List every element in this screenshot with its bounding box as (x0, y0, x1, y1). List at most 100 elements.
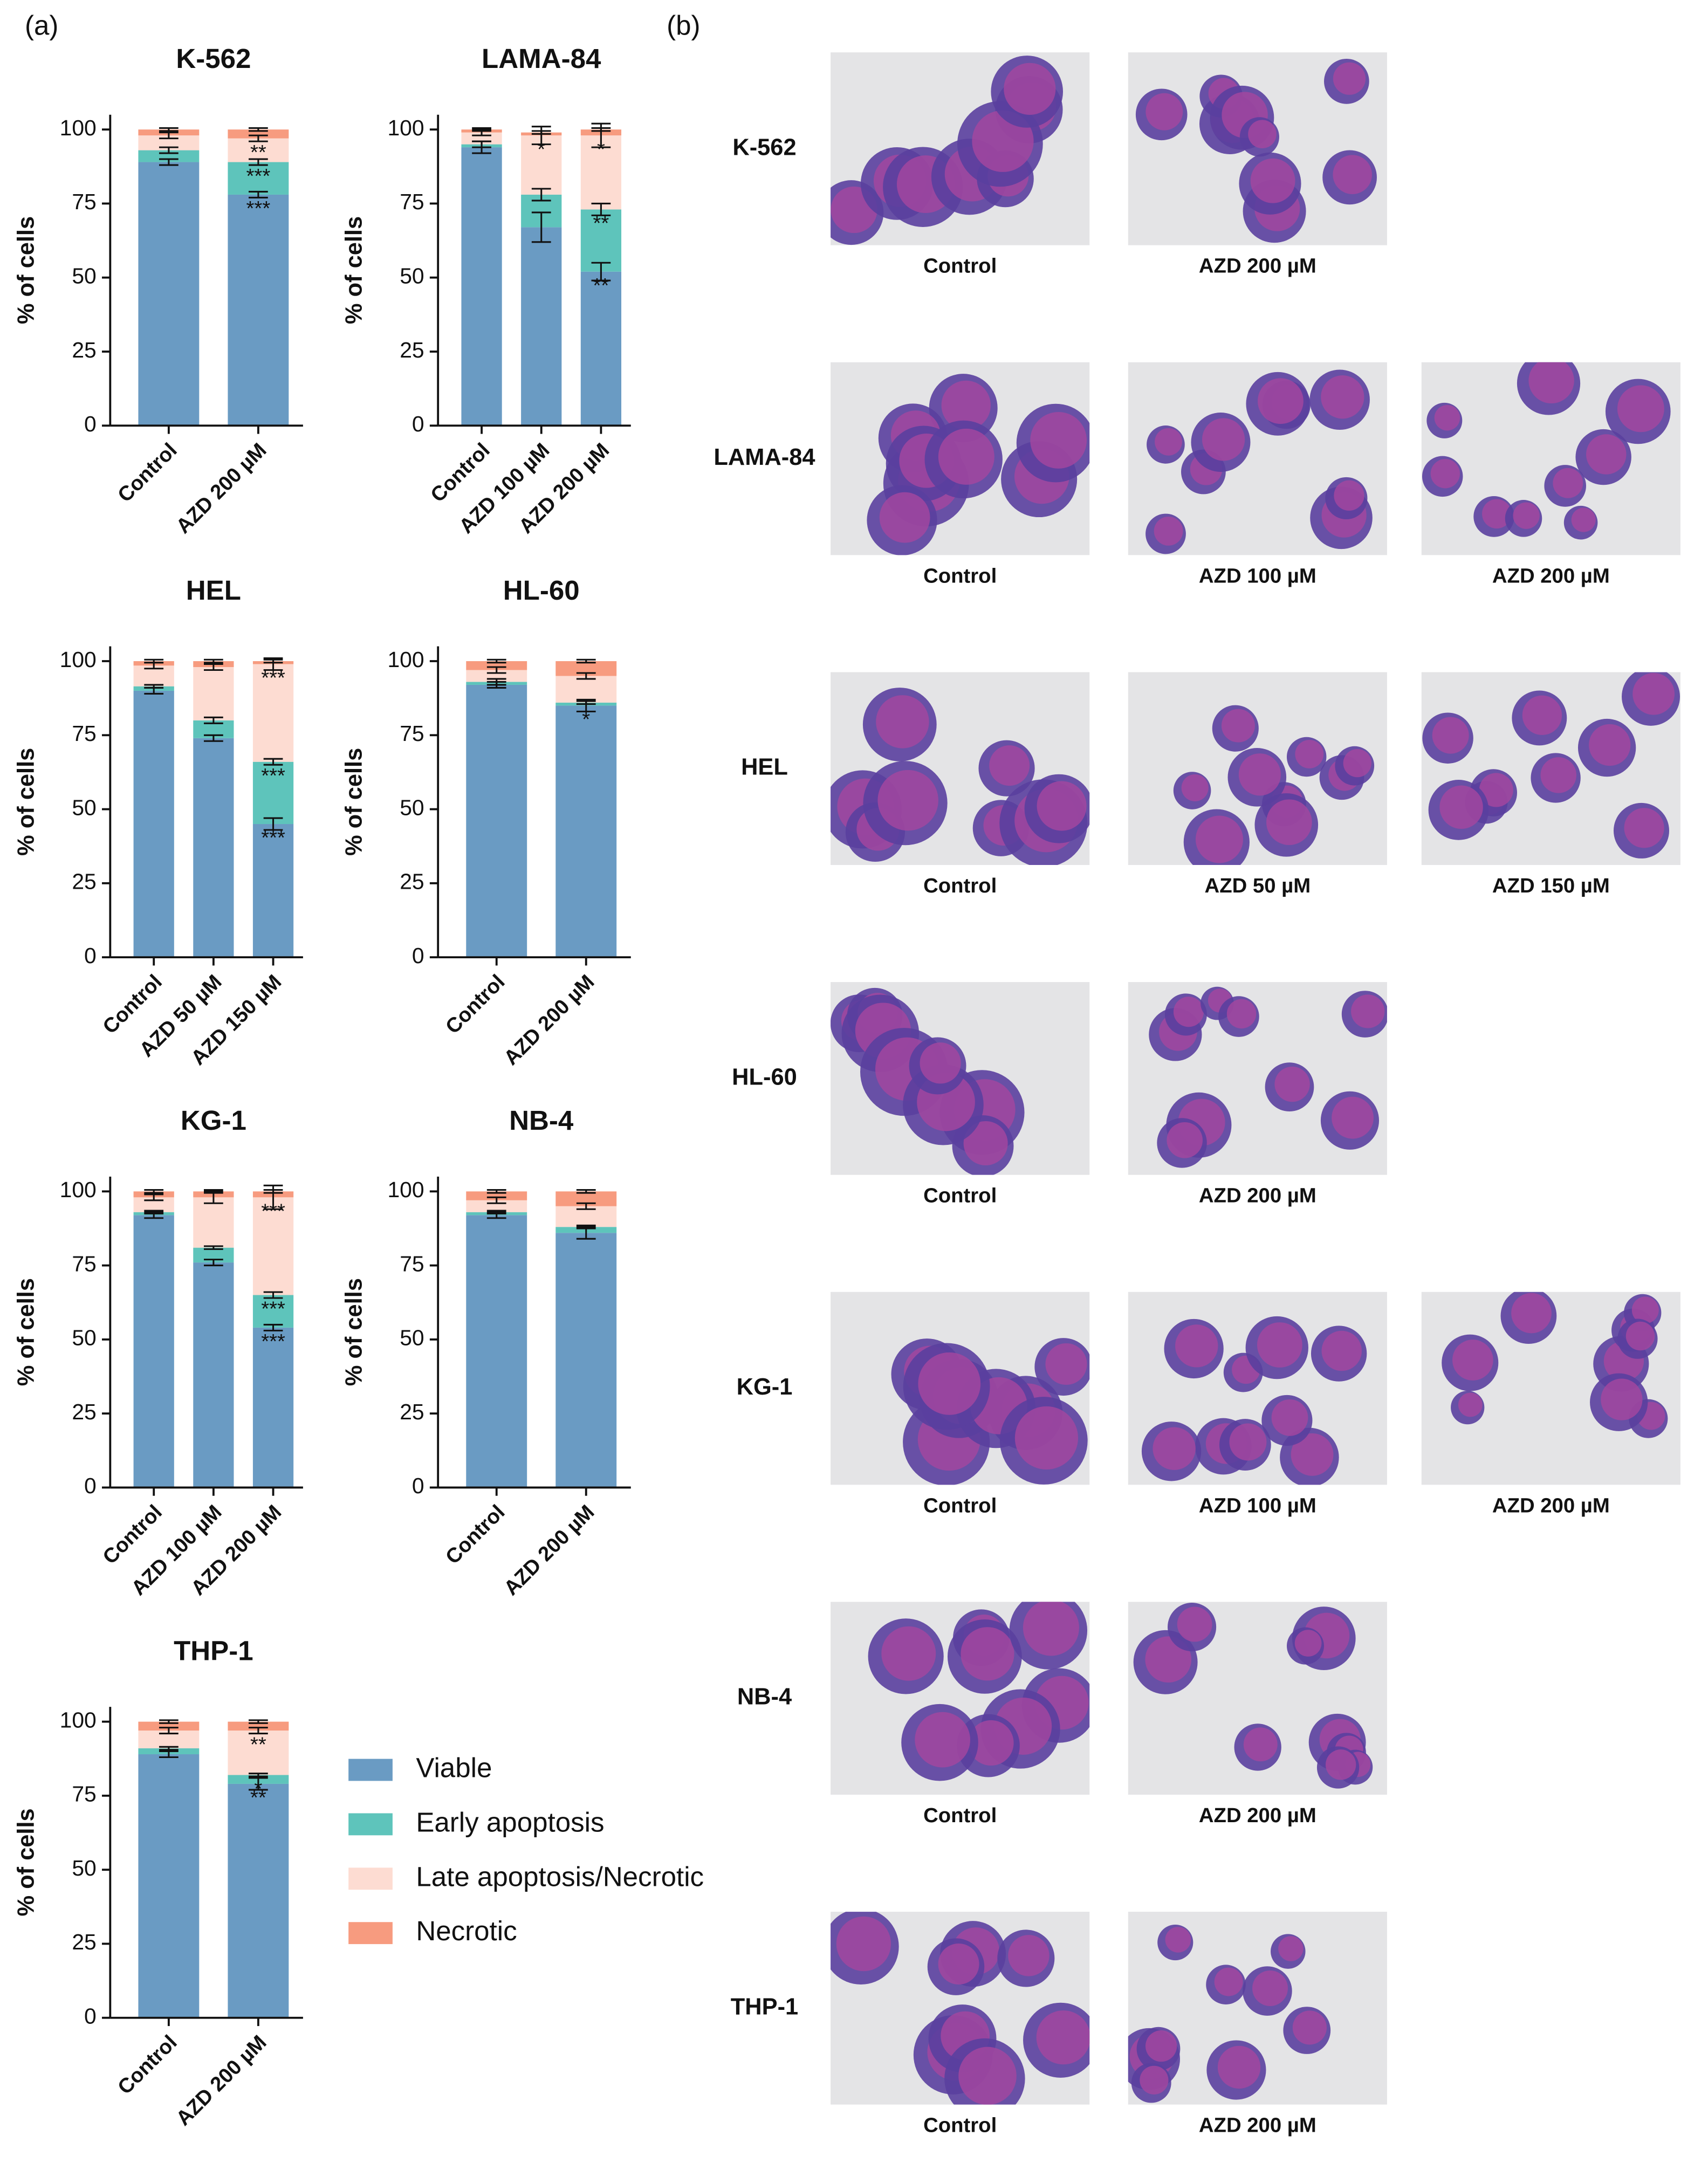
significance: ** (593, 274, 609, 297)
y-tick-label: 75 (72, 721, 96, 746)
condition-label: Control (923, 1184, 997, 1207)
cell-nucleus (1140, 2065, 1169, 2095)
condition-label: AZD 200 µM (1199, 1184, 1316, 1207)
error-bar (203, 658, 223, 664)
cell-nucleus (1195, 815, 1243, 863)
micrograph (831, 362, 1090, 555)
cell-nucleus (1540, 757, 1576, 793)
cell-nucleus (1036, 2010, 1090, 2065)
error-bar (159, 132, 179, 140)
significance: *** (261, 1200, 285, 1223)
condition-label: Control (923, 1494, 997, 1517)
cell-nucleus (1589, 724, 1631, 766)
cell-nucleus (938, 1943, 979, 1985)
cell-nucleus (1226, 999, 1257, 1029)
error-bar (249, 158, 268, 166)
cell-nucleus (1513, 502, 1540, 529)
y-axis-label: % of cells (13, 216, 39, 324)
bar-segment (466, 661, 527, 670)
cell-nucleus (1294, 1630, 1322, 1657)
error-bar (203, 1259, 223, 1267)
error-bar (576, 1202, 596, 1210)
cells (867, 374, 1090, 555)
bar-segment (228, 194, 289, 426)
condition-label: Control (923, 255, 997, 278)
significance: ** (250, 1733, 266, 1756)
cell-nucleus (1625, 1321, 1655, 1351)
micrograph (831, 52, 1090, 245)
y-tick-label: 0 (412, 943, 424, 968)
significance: *** (246, 197, 271, 220)
error-bar (144, 1189, 164, 1194)
x-tick-label: Control (113, 438, 182, 507)
y-tick-label: 50 (72, 795, 96, 820)
cell-nucleus (1023, 1602, 1079, 1656)
significance: ** (250, 1786, 266, 1809)
cells (1135, 59, 1377, 243)
bar-segment (466, 684, 527, 958)
error-bar (591, 262, 611, 281)
legend-swatch (348, 1867, 393, 1890)
error-bar (531, 126, 551, 146)
y-tick-label: 50 (72, 1326, 96, 1350)
cell-nucleus (876, 695, 929, 749)
y-axis-label: % of cells (341, 748, 367, 856)
cell-nucleus (1202, 418, 1245, 461)
error-bar (203, 663, 223, 671)
error-bar (159, 1719, 179, 1724)
cell-nucleus (1553, 468, 1583, 498)
cell-nucleus (1571, 507, 1596, 532)
chart-title: NB-4 (509, 1105, 574, 1136)
cell-nucleus (1292, 2010, 1327, 2045)
error-bar (531, 188, 551, 202)
y-tick-label: 50 (400, 1326, 424, 1350)
legend-swatch (348, 1759, 393, 1781)
cell-nucleus (1479, 773, 1513, 807)
y-tick-label: 100 (387, 1177, 424, 1202)
cells (868, 1602, 1090, 1781)
chart-title: K-562 (176, 43, 251, 74)
error-bar (472, 127, 491, 132)
cell-nucleus (1154, 516, 1183, 546)
cell-nucleus (1175, 1324, 1218, 1368)
cell-nucleus (961, 1627, 1014, 1681)
x-tick-label: AZD 200 µM (172, 2031, 271, 2130)
bar-segment (521, 227, 562, 426)
error-bar (576, 1189, 596, 1194)
cell-nucleus (1271, 1399, 1308, 1436)
error-bar (576, 700, 596, 705)
cell-nucleus (1229, 1423, 1267, 1461)
cell-nucleus (1278, 1936, 1304, 1961)
cell-nucleus (1624, 808, 1664, 848)
cell-line-label: HEL (741, 754, 788, 780)
bar-segment (555, 1233, 617, 1488)
significance: *** (261, 764, 285, 787)
bar-segment (252, 664, 294, 762)
y-axis-label: % of cells (341, 1278, 367, 1386)
y-tick-label: 25 (400, 869, 424, 894)
y-tick-label: 25 (72, 338, 96, 362)
error-bar (486, 1196, 506, 1204)
cell-nucleus (1522, 695, 1562, 735)
micrograph (1421, 1292, 1680, 1485)
y-tick-label: 25 (72, 1929, 96, 1954)
y-tick-label: 50 (72, 264, 96, 289)
bar-segment (521, 135, 562, 195)
bar-segment (193, 1262, 234, 1488)
micrograph (1128, 672, 1387, 866)
cell-nucleus (1145, 93, 1183, 131)
error-bar (263, 817, 283, 831)
cell-nucleus (920, 1042, 961, 1084)
significance: ** (250, 141, 266, 164)
bar-segment (133, 1215, 174, 1488)
cell-nucleus (1434, 404, 1460, 431)
cell-nucleus (1004, 63, 1056, 115)
y-tick-label: 100 (60, 115, 97, 140)
chart-title: HEL (186, 575, 241, 606)
y-tick-label: 75 (400, 1251, 424, 1276)
cell-line-label: KG-1 (737, 1374, 793, 1400)
cell-nucleus (1155, 428, 1182, 456)
micrograph (831, 1602, 1090, 1795)
legend-label: Necrotic (416, 1915, 517, 1946)
panel-label: (b) (667, 10, 700, 41)
